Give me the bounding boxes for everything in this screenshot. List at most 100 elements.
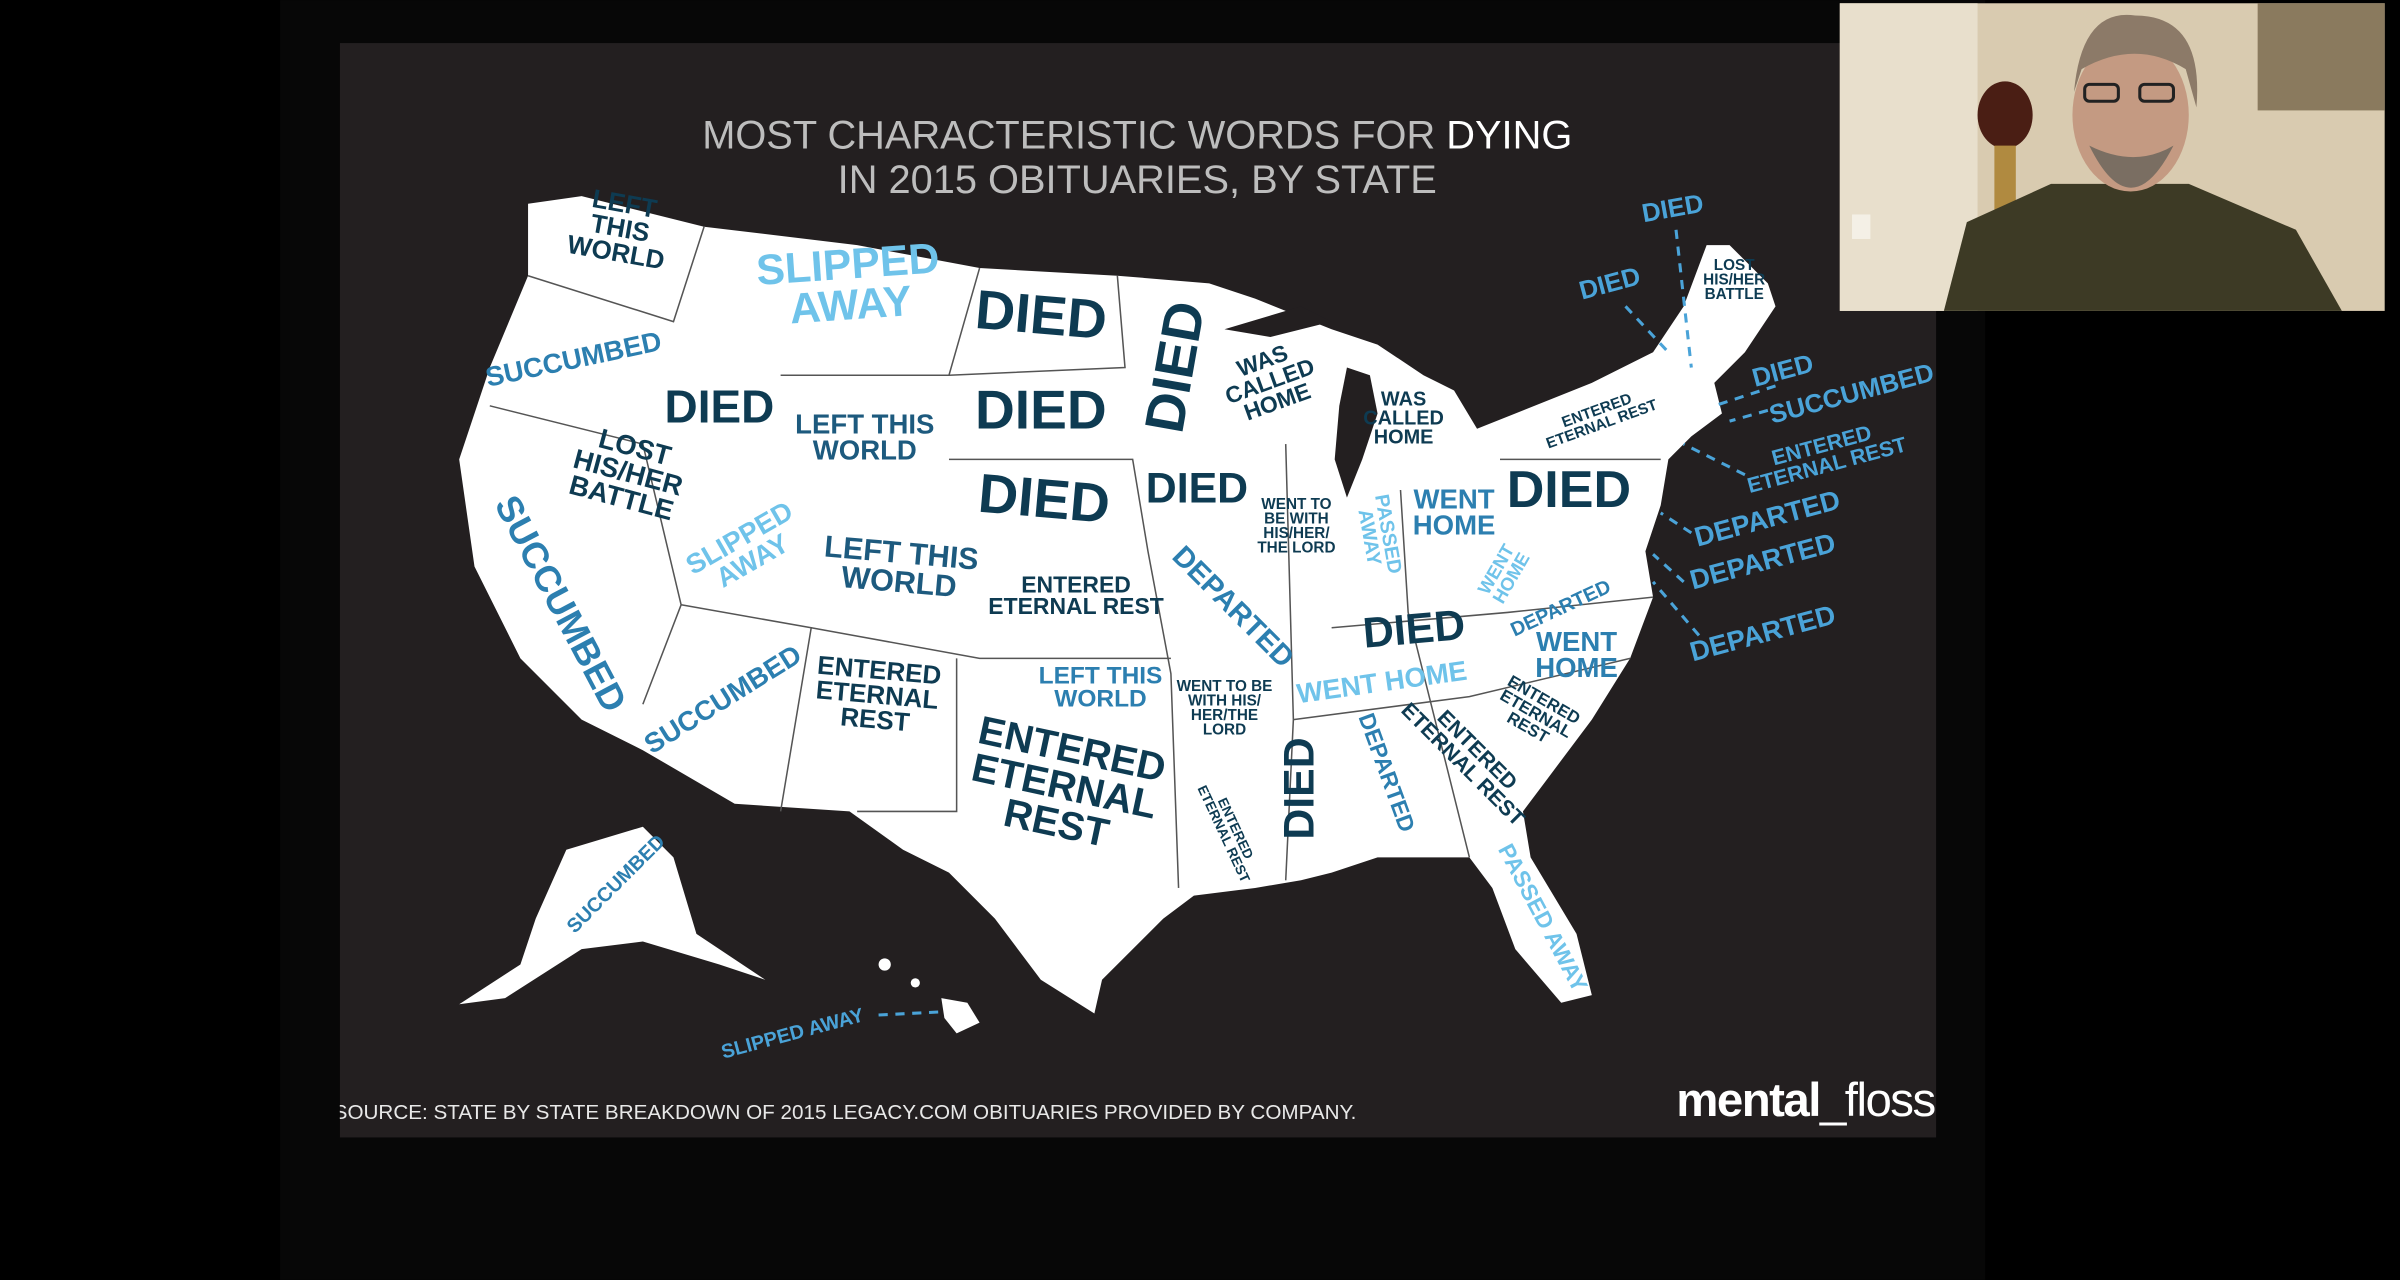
state-label: DIED — [1507, 461, 1631, 519]
state-label-line: DIED — [665, 381, 775, 433]
border — [1399, 489, 1471, 858]
logo-light: _floss — [1819, 1074, 1935, 1127]
state-label-line: DIED — [976, 461, 1113, 534]
state-label: WENT TO BE WITH HIS/HER/THE LORD — [1257, 496, 1335, 557]
slide-subtitle: IN 2015 OBITUARIES, BY STATE — [838, 158, 1437, 202]
state-label-line: WAS — [1381, 389, 1426, 411]
state-label-line: WENT TO — [1261, 496, 1331, 513]
callout-line — [1651, 580, 1701, 637]
state-label-line: HIS/HER/ — [1263, 525, 1330, 542]
state-label-line: REST — [839, 701, 911, 737]
state-label-line: WORLD — [1054, 686, 1146, 713]
state-label-line: AWAY — [788, 277, 913, 333]
state-label: DIED — [1146, 465, 1248, 513]
title-text: MOST CHARACTERISTIC WORDS FOR — [702, 114, 1446, 158]
slide-title: MOST CHARACTERISTIC WORDS FOR DYING — [702, 114, 1572, 158]
callout-line — [1729, 408, 1769, 423]
state-label: DIED — [973, 278, 1110, 351]
state-label-line: BE WITH — [1264, 511, 1329, 528]
state-label-line: WENT TO BE — [1177, 678, 1273, 695]
state-label-line: WENT — [1536, 626, 1617, 657]
lake-michigan — [1334, 367, 1378, 498]
hawaii — [941, 998, 980, 1034]
state-label-line: LEFT THIS — [795, 409, 934, 440]
state-label-line: DIED — [973, 278, 1110, 351]
state-label-line: HER/THE — [1191, 707, 1258, 724]
hawaii-island — [910, 978, 920, 988]
outlet — [1852, 214, 1871, 239]
logo: mental_floss — [1676, 1074, 1934, 1127]
callout-line — [1713, 384, 1776, 408]
us-map — [459, 196, 1776, 1014]
state-label-line: DIED — [1361, 601, 1467, 658]
state-label: DIED — [976, 461, 1113, 534]
callout-line — [1682, 442, 1746, 477]
state-label-line: HOME — [1374, 427, 1434, 449]
logo-bold: mental — [1676, 1074, 1820, 1127]
state-label-line: LORD — [1203, 722, 1246, 739]
glasses — [2083, 82, 2120, 103]
callout-line — [1674, 229, 1693, 368]
state-label: DIED — [1361, 601, 1467, 658]
person-hair — [2073, 14, 2198, 108]
source-note: SOURCE: STATE BY STATE BREAKDOWN OF 2015… — [334, 1101, 1357, 1124]
border — [948, 458, 1180, 888]
state-label: LOSTHIS/HERBATTLE — [563, 418, 693, 527]
border — [1293, 657, 1631, 721]
state-label-line: ENTERED — [1021, 571, 1131, 597]
state-label: SLIPPEDAWAY — [755, 235, 944, 336]
border — [811, 627, 1171, 660]
state-label: DIED — [665, 381, 775, 433]
state-label-line: CALLED — [1363, 408, 1444, 430]
wall — [1839, 3, 1978, 311]
state-label-line: DIED — [1276, 737, 1324, 839]
glasses — [2138, 82, 2175, 103]
state-label: DIED — [1276, 737, 1324, 839]
state-label-line: HOME — [1413, 510, 1496, 541]
state-label-line: DIED — [1507, 461, 1631, 519]
state-label-line: HOME — [1535, 652, 1618, 683]
webcam-video — [1839, 3, 2385, 311]
lake-superior — [1224, 306, 1332, 337]
callout-line — [1624, 305, 1670, 354]
callout-line — [1659, 511, 1693, 535]
state-label-line: BATTLE — [1705, 286, 1764, 303]
callout-line — [878, 1010, 940, 1017]
border — [489, 405, 682, 705]
slide: MOST CHARACTERISTIC WORDS FOR DYING IN 2… — [334, 43, 1937, 1138]
alaska — [459, 826, 766, 1005]
state-label: DIED — [975, 378, 1107, 440]
state-label-line: ETERNAL REST — [988, 593, 1163, 619]
lamp — [1977, 81, 2033, 149]
picture-frame — [2257, 3, 2385, 111]
state-borders — [489, 226, 1661, 888]
border — [857, 658, 958, 813]
state-label-line: HIS/HER — [1703, 271, 1765, 288]
state-label-line: WITH HIS/ — [1188, 693, 1262, 710]
border — [948, 275, 1126, 376]
state-label-line: WORLD — [813, 435, 917, 466]
hawaii-island — [878, 958, 891, 971]
border — [1331, 596, 1654, 629]
callout-line — [1652, 553, 1685, 583]
state-label-line: DIED — [975, 378, 1107, 440]
person-beard — [2089, 145, 2174, 188]
state-label: WASCALLEDHOME — [1214, 332, 1325, 429]
person-shirt — [1943, 183, 2342, 311]
state-label: WENT TO BE WITH HIS/HER/THE LORD — [1177, 678, 1273, 739]
border — [527, 226, 705, 323]
state-label-line: WENT — [1414, 484, 1495, 515]
callouts — [878, 229, 1776, 1017]
state-label-line: LOST — [1714, 257, 1755, 274]
title-highlight: DYING — [1446, 114, 1572, 158]
state-label-line: LEFT THIS — [1039, 663, 1163, 690]
state-label-line: THE LORD — [1257, 540, 1335, 557]
